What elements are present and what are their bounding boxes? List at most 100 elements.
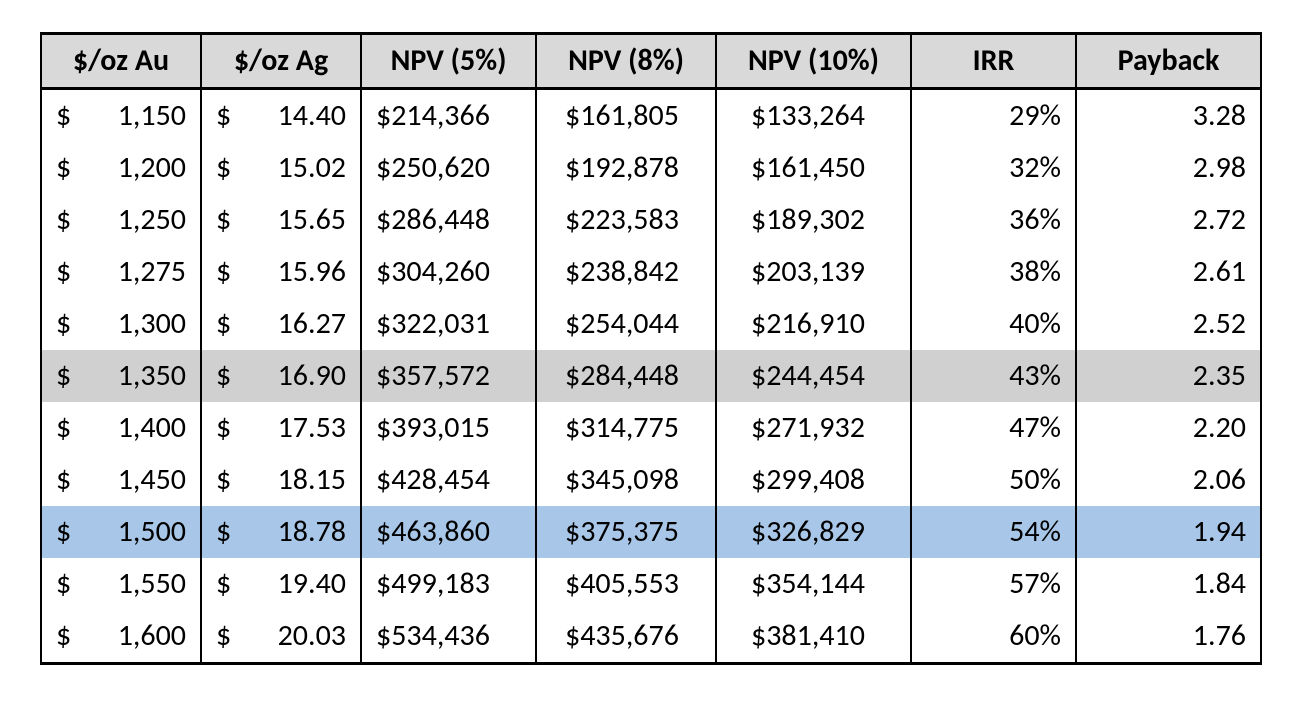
table-header: $/oz Au $/oz Ag NPV (5%) NPV (8%) NPV (1… xyxy=(41,34,1261,89)
cell-npv10: $189,302 xyxy=(716,194,911,246)
cell-value: 1,500 xyxy=(118,513,186,550)
cell-npv8: $254,044 xyxy=(536,298,716,350)
cell-irr: 57% xyxy=(911,558,1076,610)
cell-ag: $15.65 xyxy=(201,194,361,246)
table-row: $1,550$19.40$499,183$405,553$354,14457%1… xyxy=(41,558,1261,610)
cell-au: $1,350 xyxy=(41,350,201,402)
cell-npv10: $216,910 xyxy=(716,298,911,350)
cell-ag: $14.40 xyxy=(201,89,361,143)
cell-payback: 1.76 xyxy=(1076,610,1261,664)
cell-irr: 54% xyxy=(911,506,1076,558)
cell-value: 1,400 xyxy=(118,409,186,446)
cell-npv10: $326,829 xyxy=(716,506,911,558)
cell-npv5: $286,448 xyxy=(361,194,536,246)
table-row: $1,450$18.15$428,454$345,098$299,40850%2… xyxy=(41,454,1261,506)
cell-au: $1,500 xyxy=(41,506,201,558)
table-row: $1,400$17.53$393,015$314,775$271,93247%2… xyxy=(41,402,1261,454)
dollar-sign-icon: $ xyxy=(216,516,231,546)
cell-value: 1,550 xyxy=(118,565,186,602)
cell-ag: $15.96 xyxy=(201,246,361,298)
cell-value: 15.96 xyxy=(278,253,346,290)
cell-irr: 29% xyxy=(911,89,1076,143)
cell-npv5: $393,015 xyxy=(361,402,536,454)
cell-npv8: $161,805 xyxy=(536,89,716,143)
cell-value: 1,350 xyxy=(118,357,186,394)
dollar-sign-icon: $ xyxy=(216,100,231,130)
cell-value: 15.02 xyxy=(278,149,346,186)
col-header-npv8: NPV (8%) xyxy=(536,34,716,89)
dollar-sign-icon: $ xyxy=(56,152,71,182)
cell-value: 1,450 xyxy=(118,461,186,498)
cell-value: 16.27 xyxy=(278,305,346,342)
cell-payback: 1.84 xyxy=(1076,558,1261,610)
dollar-sign-icon: $ xyxy=(56,412,71,442)
cell-value: 18.78 xyxy=(278,513,346,550)
dollar-sign-icon: $ xyxy=(216,360,231,390)
cell-value: 1,250 xyxy=(118,201,186,238)
cell-npv8: $435,676 xyxy=(536,610,716,664)
cell-payback: 2.20 xyxy=(1076,402,1261,454)
dollar-sign-icon: $ xyxy=(216,204,231,234)
cell-ag: $18.15 xyxy=(201,454,361,506)
dollar-sign-icon: $ xyxy=(56,516,71,546)
dollar-sign-icon: $ xyxy=(216,256,231,286)
col-header-pay: Payback xyxy=(1076,34,1261,89)
cell-ag: $19.40 xyxy=(201,558,361,610)
cell-au: $1,400 xyxy=(41,402,201,454)
cell-au: $1,450 xyxy=(41,454,201,506)
dollar-sign-icon: $ xyxy=(216,568,231,598)
cell-npv8: $223,583 xyxy=(536,194,716,246)
cell-value: 20.03 xyxy=(278,617,346,654)
cell-npv10: $161,450 xyxy=(716,142,911,194)
cell-value: 15.65 xyxy=(278,201,346,238)
dollar-sign-icon: $ xyxy=(56,568,71,598)
cell-au: $1,200 xyxy=(41,142,201,194)
cell-npv5: $322,031 xyxy=(361,298,536,350)
cell-npv5: $250,620 xyxy=(361,142,536,194)
cell-npv10: $203,139 xyxy=(716,246,911,298)
cell-npv10: $299,408 xyxy=(716,454,911,506)
dollar-sign-icon: $ xyxy=(56,100,71,130)
table-row: $1,250$15.65$286,448$223,583$189,30236%2… xyxy=(41,194,1261,246)
cell-irr: 47% xyxy=(911,402,1076,454)
table-row: $1,150$14.40$214,366$161,805$133,26429%3… xyxy=(41,89,1261,143)
cell-ag: $18.78 xyxy=(201,506,361,558)
cell-npv10: $354,144 xyxy=(716,558,911,610)
cell-au: $1,300 xyxy=(41,298,201,350)
col-header-npv10: NPV (10%) xyxy=(716,34,911,89)
dollar-sign-icon: $ xyxy=(56,308,71,338)
cell-npv5: $214,366 xyxy=(361,89,536,143)
cell-irr: 43% xyxy=(911,350,1076,402)
cell-npv10: $381,410 xyxy=(716,610,911,664)
cell-payback: 2.52 xyxy=(1076,298,1261,350)
cell-ag: $16.90 xyxy=(201,350,361,402)
dollar-sign-icon: $ xyxy=(216,412,231,442)
cell-npv5: $534,436 xyxy=(361,610,536,664)
cell-value: 19.40 xyxy=(278,565,346,602)
cell-payback: 2.98 xyxy=(1076,142,1261,194)
cell-npv8: $238,842 xyxy=(536,246,716,298)
cell-value: 1,600 xyxy=(118,617,186,654)
cell-npv10: $133,264 xyxy=(716,89,911,143)
cell-au: $1,275 xyxy=(41,246,201,298)
cell-npv5: $499,183 xyxy=(361,558,536,610)
col-header-irr: IRR xyxy=(911,34,1076,89)
dollar-sign-icon: $ xyxy=(216,308,231,338)
cell-npv8: $314,775 xyxy=(536,402,716,454)
cell-npv8: $284,448 xyxy=(536,350,716,402)
cell-npv10: $244,454 xyxy=(716,350,911,402)
cell-value: 14.40 xyxy=(278,97,346,134)
dollar-sign-icon: $ xyxy=(216,464,231,494)
cell-irr: 32% xyxy=(911,142,1076,194)
cell-irr: 38% xyxy=(911,246,1076,298)
cell-value: 1,275 xyxy=(118,253,186,290)
cell-npv5: $304,260 xyxy=(361,246,536,298)
cell-irr: 60% xyxy=(911,610,1076,664)
cell-value: 1,200 xyxy=(118,149,186,186)
table-row: $1,200$15.02$250,620$192,878$161,45032%2… xyxy=(41,142,1261,194)
cell-npv5: $463,860 xyxy=(361,506,536,558)
cell-ag: $17.53 xyxy=(201,402,361,454)
dollar-sign-icon: $ xyxy=(56,360,71,390)
cell-au: $1,550 xyxy=(41,558,201,610)
cell-irr: 50% xyxy=(911,454,1076,506)
